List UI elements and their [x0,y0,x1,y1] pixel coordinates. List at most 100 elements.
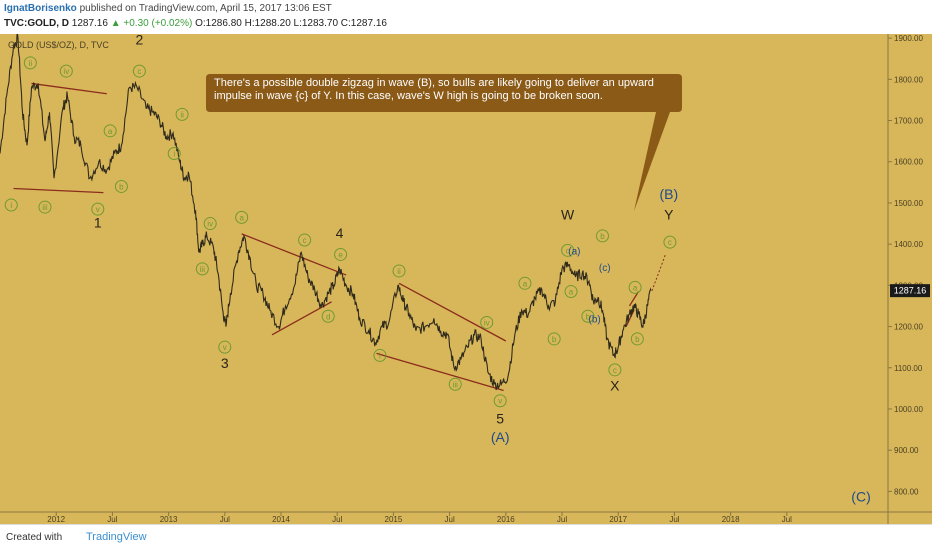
sub-wave-circle [298,233,312,247]
major-wave-label: Y [664,206,674,222]
sub-wave-circle [334,247,348,261]
x-tick-label: Jul [557,515,567,524]
sub-wave-circle [595,229,609,243]
footer: Created with TradingView [0,524,932,551]
sub-wave-circle [518,276,532,290]
x-tick-label: 2018 [722,515,740,524]
y-tick-label: 1200.00 [894,323,923,332]
sub-wave-circle [628,280,642,294]
degree-wave-label: (a) [568,246,580,257]
x-tick-label: Jul [445,515,455,524]
sub-wave-label: iii [453,380,459,389]
annotation-box: There's a possible double zigzag in wave… [214,77,654,102]
sub-wave-circle [373,348,387,362]
sub-wave-circle [218,340,232,354]
x-tick-label: 2013 [160,515,178,524]
price-axis-area [888,34,932,524]
sub-wave-label: ii [397,267,401,276]
sub-wave-label: v [223,343,227,352]
sub-wave-label: a [569,288,574,297]
degree-wave-label: (b) [589,314,601,325]
major-wave-label: 3 [221,355,229,371]
degree-wave-label: (B) [659,186,678,202]
sub-wave-circle [564,285,578,299]
major-wave-label: 4 [336,225,344,241]
sub-wave-label: i [173,150,175,159]
y-tick-label: 1900.00 [894,34,923,43]
published-text: published on TradingView.com, April 15, … [79,3,332,14]
sub-wave-circle [448,377,462,391]
major-wave-label: W [561,206,575,222]
sub-wave-circle [203,217,217,231]
last-price-badge: 1287.16 [890,284,930,298]
price-series-line [0,34,652,391]
sub-wave-circle [663,235,677,249]
sub-wave-label: c [668,238,672,247]
sub-wave-label: b [635,335,640,344]
x-axis-ticks: 2012 Jul 2013 Jul 2014 Jul 2015 Jul 2016 Jul 2017 J… [47,512,792,524]
x-tick-label: Jul [332,515,342,524]
chart-title: GOLD (US$/OZ), D, TVC [8,40,109,50]
y-tick-label: 800.00 [894,487,919,496]
up-arrow-icon: ▲ [110,18,121,29]
annotation-callout[interactable] [206,74,682,212]
sub-wave-circle [321,309,335,323]
tradingview-logo-link[interactable]: TradingView [86,531,147,543]
sub-wave-circle [59,64,73,78]
last-price-text: 1287.16 [71,18,108,29]
sub-wave-circle [493,394,507,408]
sub-wave-circle [195,262,209,276]
sub-wave-circle [561,243,575,257]
sub-wave-label: b [119,182,124,191]
sub-wave-circle [91,202,105,216]
x-tick-label: 2017 [609,515,627,524]
y-tick-label: 1100.00 [894,364,923,373]
sub-wave-circle [103,124,117,138]
price-chart[interactable]: 800.00900.001000.001100.001200.001300.00… [0,34,932,524]
sub-wave-label: iii [200,265,206,274]
time-axis-area [0,512,888,524]
sub-wave-label: a [108,127,113,136]
sub-wave-circle [4,198,18,212]
degree-wave-label: (A) [491,429,510,445]
publish-header: IgnatBorisenko published on TradingView.… [0,0,932,34]
sub-wave-label: a [239,213,244,222]
created-with-text: Created with [6,532,63,543]
sub-wave-label: iv [484,318,490,327]
x-tick-label: 2014 [272,515,290,524]
trendline [241,233,347,276]
author-link[interactable]: IgnatBorisenko [4,3,77,14]
sub-wave-circle [547,332,561,346]
sub-wave-label: i [10,201,12,210]
y-tick-label: 1600.00 [894,158,923,167]
degree-wave-label: (c) [599,263,611,274]
y-tick-label: 1400.00 [894,240,923,249]
symbol-label: TVC:GOLD, D [4,18,69,29]
sub-wave-circle [392,264,406,278]
trendline [31,82,107,95]
y-tick-label: 1500.00 [894,199,923,208]
last-price-label: 1287.16 [894,286,927,296]
major-wave-label: 1 [94,215,102,231]
sub-wave-circle [23,56,37,70]
sub-wave-label: v [96,205,100,214]
major-wave-label: 5 [496,410,504,426]
major-wave-label: X [610,377,620,393]
sub-wave-circle [581,309,595,323]
sub-wave-label: e [338,250,343,259]
x-tick-label: 2012 [47,515,65,524]
sub-wave-label: c [613,366,617,375]
sub-wave-label: iv [207,220,213,229]
trendlines [13,82,640,392]
sub-wave-circle [630,332,644,346]
sub-wave-circle [175,107,189,121]
sub-wave-circle [608,363,622,377]
y-tick-label: 900.00 [894,446,919,455]
x-tick-label: Jul [107,515,117,524]
y-tick-label: 1800.00 [894,75,923,84]
sub-wave-label: d [326,312,330,321]
x-tick-label: 2015 [385,515,403,524]
change-text: +0.30 (+0.02%) [123,18,193,29]
y-tick-label: 1700.00 [894,117,923,126]
x-tick-label: Jul [220,515,230,524]
